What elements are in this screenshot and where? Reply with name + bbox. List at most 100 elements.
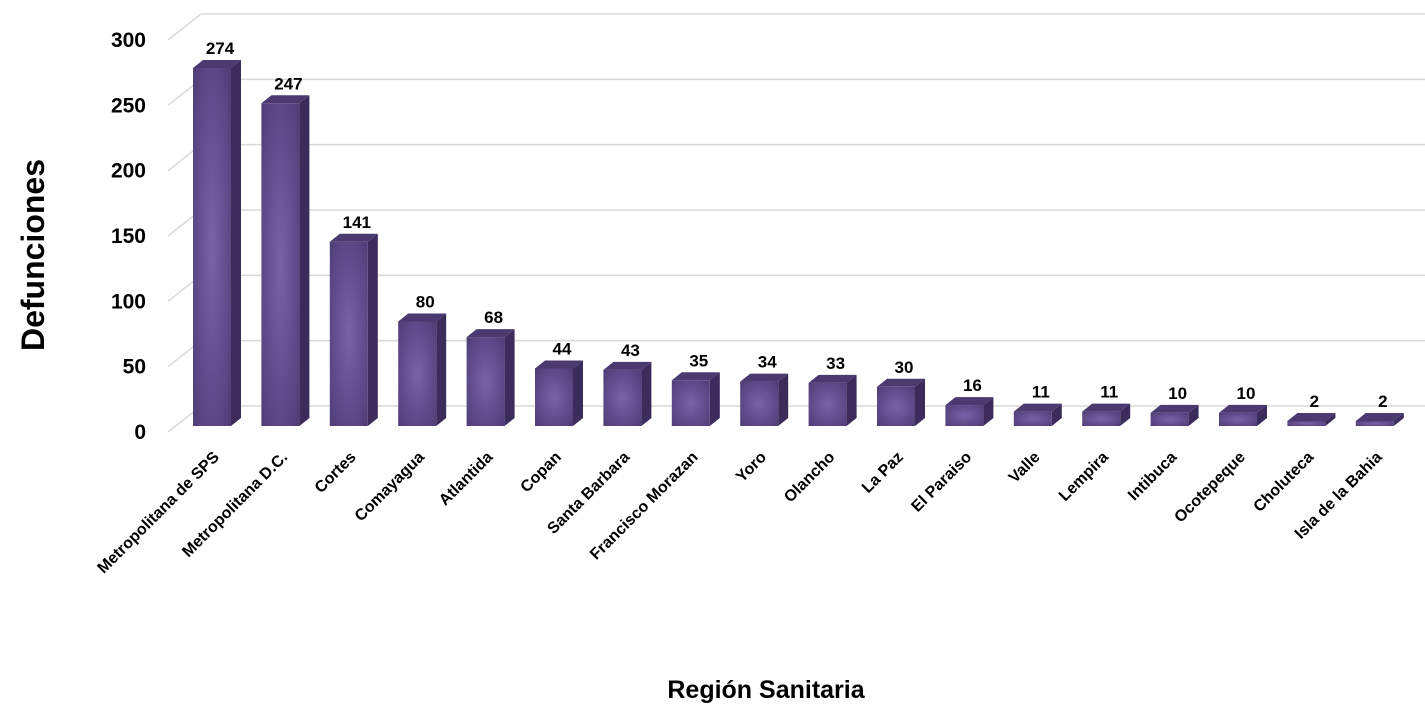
y-axis-ticks: 0 50 100 150 200 250 300	[111, 29, 146, 444]
bar-front	[535, 368, 573, 426]
bar	[808, 374, 857, 426]
bar	[535, 360, 583, 426]
bar	[1013, 403, 1062, 426]
bar-front	[1219, 412, 1257, 426]
data-label: 11	[1100, 383, 1118, 402]
bar-front	[466, 337, 505, 426]
bar-top	[398, 313, 447, 322]
data-label: 34	[758, 353, 777, 372]
bar-top	[740, 373, 789, 382]
bar-side	[983, 397, 994, 426]
bar-side	[915, 378, 925, 426]
data-label: 2	[1310, 392, 1319, 411]
x-tick-label: Atlantida	[436, 449, 496, 509]
x-tick-label: Cortes	[312, 449, 360, 497]
bar	[1355, 413, 1404, 426]
bar-front	[945, 405, 984, 426]
data-label: 80	[416, 292, 435, 311]
bar-front	[261, 103, 300, 427]
bar-front	[877, 386, 915, 426]
bar-front	[1013, 411, 1052, 426]
bar-front	[1355, 421, 1394, 426]
bar-front	[329, 241, 368, 426]
bar-side	[641, 361, 652, 426]
bar-top	[1013, 403, 1062, 412]
bar	[1219, 404, 1267, 426]
bar-front	[603, 369, 642, 426]
bar-side	[1257, 404, 1267, 426]
bar-top	[193, 59, 241, 68]
bar-front	[1082, 411, 1121, 426]
bar	[329, 233, 378, 426]
x-tick-label: Valle	[1006, 449, 1044, 487]
data-label: 43	[621, 341, 640, 360]
data-label: 44	[553, 340, 572, 359]
x-tick-label: Comayagua	[352, 449, 428, 525]
data-label: 30	[895, 358, 914, 377]
bar-side	[231, 59, 241, 427]
y-tick-label: 200	[111, 160, 146, 183]
bar	[1082, 403, 1131, 426]
bar-front	[398, 321, 437, 426]
bar-side	[367, 233, 378, 426]
bar-side	[1051, 403, 1062, 426]
bar-top	[877, 378, 925, 387]
y-axis-title: Defunciones	[15, 159, 51, 351]
bar-side	[504, 329, 515, 426]
bar	[1287, 413, 1336, 426]
bar-top	[808, 374, 857, 383]
bar-front	[1287, 421, 1326, 426]
data-label: 141	[343, 213, 371, 232]
bar-front	[1150, 412, 1189, 426]
bar-side	[1188, 404, 1199, 426]
bar	[740, 373, 789, 426]
bar	[261, 95, 310, 427]
y-tick-label: 250	[111, 94, 146, 117]
bar-side	[846, 374, 857, 426]
data-label: 16	[963, 376, 982, 395]
x-tick-label: Lempira	[1056, 449, 1112, 505]
y-tick-label: 300	[111, 29, 146, 52]
bar-top	[603, 361, 652, 370]
bar-front	[671, 380, 710, 426]
x-tick-label: Choluteca	[1251, 449, 1318, 516]
x-tick-label: Yoro	[733, 449, 770, 486]
bar-side	[778, 373, 789, 426]
x-tick-label: Copan	[518, 449, 565, 496]
bar-top	[1355, 413, 1404, 421]
bar	[877, 378, 925, 426]
bars	[193, 59, 1404, 427]
data-label: 11	[1032, 383, 1050, 402]
bar	[1150, 404, 1199, 426]
y-tick-label: 50	[123, 356, 146, 379]
bar-side	[1120, 403, 1131, 426]
x-tick-label: Metropolitana de SPS	[95, 449, 224, 578]
bar-top	[466, 329, 515, 338]
bar-front	[808, 382, 847, 426]
bar-top	[1219, 404, 1267, 413]
x-tick-label: Intibuca	[1125, 449, 1180, 504]
data-label: 10	[1237, 384, 1256, 403]
bar-top	[945, 397, 994, 406]
data-label: 68	[484, 308, 503, 327]
x-tick-label: Olancho	[781, 449, 838, 506]
x-tick-label: Ocotepeque	[1171, 449, 1248, 526]
data-label: 247	[274, 74, 302, 93]
bar-top	[329, 233, 378, 242]
x-axis-title: Región Sanitaria	[667, 676, 865, 704]
y-tick-label: 150	[111, 225, 146, 248]
gridline-diag	[167, 13, 202, 41]
bar	[945, 397, 994, 426]
data-labels: 274 247 141 80 68 44 43 35 34 33 30 16 11 11 10 10 2 2	[206, 39, 1388, 411]
x-tick-label: El Paraiso	[908, 449, 975, 516]
bar-front	[193, 67, 231, 427]
data-label: 33	[826, 354, 845, 373]
data-label: 274	[206, 39, 235, 58]
data-label: 2	[1378, 392, 1387, 411]
bar	[671, 372, 720, 426]
bar	[193, 59, 241, 427]
bar	[466, 329, 515, 426]
bar-top	[1150, 404, 1199, 413]
